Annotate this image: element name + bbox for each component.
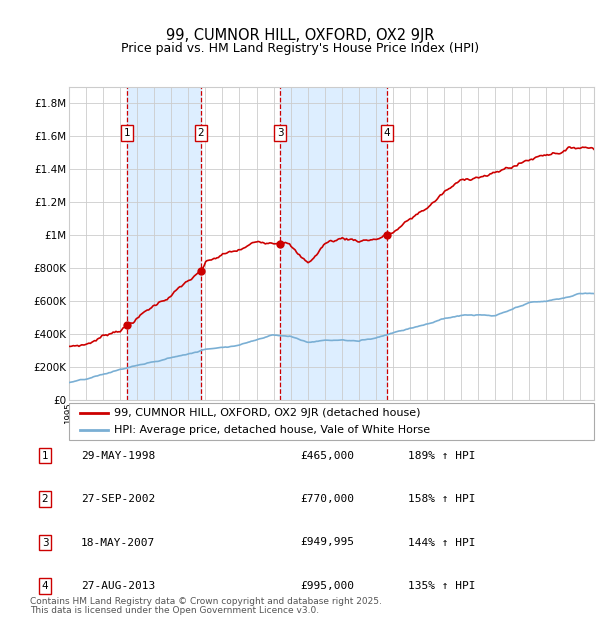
Text: £465,000: £465,000 <box>300 451 354 461</box>
Text: 18-MAY-2007: 18-MAY-2007 <box>81 538 155 547</box>
Text: 3: 3 <box>41 538 49 547</box>
Text: 4: 4 <box>41 581 49 591</box>
Text: 27-SEP-2002: 27-SEP-2002 <box>81 494 155 504</box>
Text: 4: 4 <box>383 128 390 138</box>
Text: 99, CUMNOR HILL, OXFORD, OX2 9JR (detached house): 99, CUMNOR HILL, OXFORD, OX2 9JR (detach… <box>113 408 420 418</box>
Text: 135% ↑ HPI: 135% ↑ HPI <box>408 581 476 591</box>
FancyBboxPatch shape <box>69 403 594 440</box>
Text: Price paid vs. HM Land Registry's House Price Index (HPI): Price paid vs. HM Land Registry's House … <box>121 42 479 55</box>
Text: 3: 3 <box>277 128 283 138</box>
Text: £995,000: £995,000 <box>300 581 354 591</box>
Text: £770,000: £770,000 <box>300 494 354 504</box>
Text: This data is licensed under the Open Government Licence v3.0.: This data is licensed under the Open Gov… <box>30 606 319 614</box>
Text: 2: 2 <box>41 494 49 504</box>
Text: 1: 1 <box>124 128 130 138</box>
Text: 29-MAY-1998: 29-MAY-1998 <box>81 451 155 461</box>
Text: HPI: Average price, detached house, Vale of White Horse: HPI: Average price, detached house, Vale… <box>113 425 430 435</box>
Bar <box>280 87 387 400</box>
Text: 144% ↑ HPI: 144% ↑ HPI <box>408 538 476 547</box>
Text: 27-AUG-2013: 27-AUG-2013 <box>81 581 155 591</box>
Text: 2: 2 <box>197 128 204 138</box>
Text: 99, CUMNOR HILL, OXFORD, OX2 9JR: 99, CUMNOR HILL, OXFORD, OX2 9JR <box>166 29 434 43</box>
Text: 189% ↑ HPI: 189% ↑ HPI <box>408 451 476 461</box>
Bar <box>127 87 201 400</box>
Text: £949,995: £949,995 <box>300 538 354 547</box>
Text: 1: 1 <box>41 451 49 461</box>
Text: 158% ↑ HPI: 158% ↑ HPI <box>408 494 476 504</box>
Text: Contains HM Land Registry data © Crown copyright and database right 2025.: Contains HM Land Registry data © Crown c… <box>30 597 382 606</box>
